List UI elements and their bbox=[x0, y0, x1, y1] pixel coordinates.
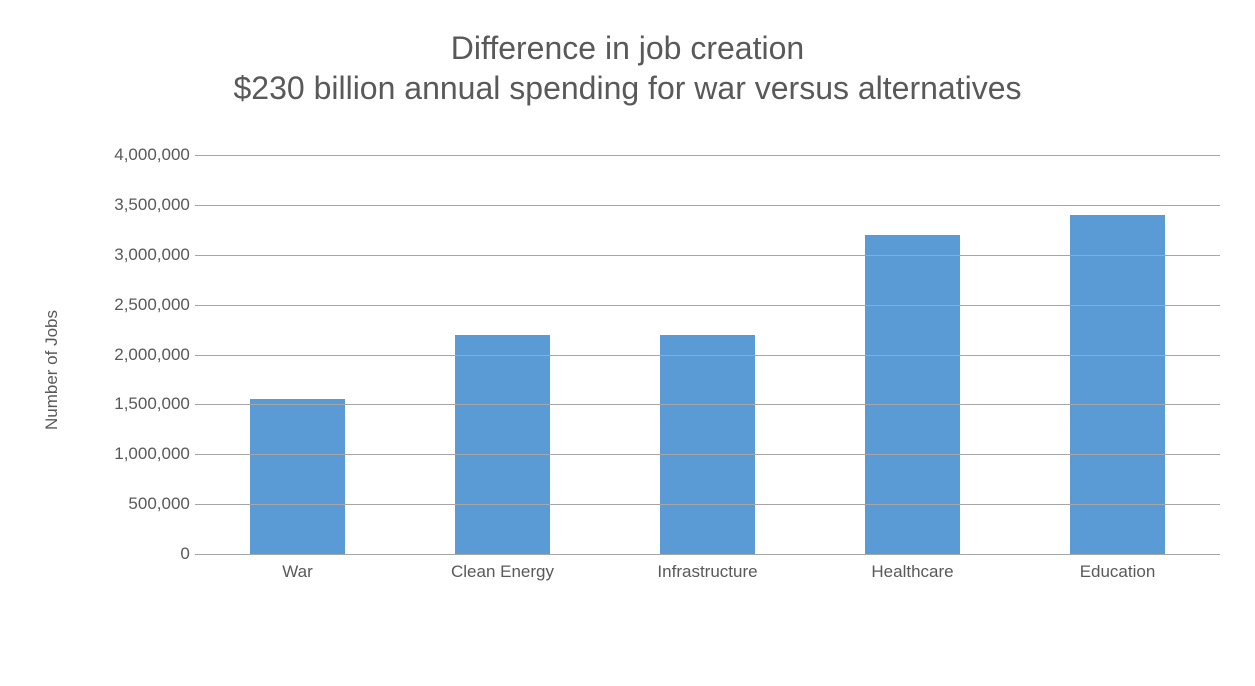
y-tick-label: 4,000,000 bbox=[114, 145, 190, 165]
x-label: Education bbox=[1080, 562, 1156, 582]
chart-title-line2: $230 billion annual spending for war ver… bbox=[0, 68, 1255, 108]
x-label: Healthcare bbox=[871, 562, 953, 582]
x-label: Infrastructure bbox=[657, 562, 757, 582]
job-creation-chart: Difference in job creation $230 billion … bbox=[0, 0, 1255, 686]
bar-clean-energy bbox=[455, 335, 549, 554]
x-label: Clean Energy bbox=[451, 562, 554, 582]
y-tick-label: 1,000,000 bbox=[114, 444, 190, 464]
y-tick-label: 3,000,000 bbox=[114, 245, 190, 265]
grid-line bbox=[195, 155, 1220, 156]
bar-education bbox=[1070, 215, 1164, 554]
chart-title-line1: Difference in job creation bbox=[0, 28, 1255, 68]
grid-line bbox=[195, 355, 1220, 356]
x-label: War bbox=[282, 562, 313, 582]
plot-area: 0500,0001,000,0001,500,0002,000,0002,500… bbox=[195, 155, 1220, 555]
grid-line bbox=[195, 454, 1220, 455]
y-tick-label: 1,500,000 bbox=[114, 394, 190, 414]
y-tick-label: 500,000 bbox=[128, 494, 189, 514]
bar-infrastructure bbox=[660, 335, 754, 554]
y-tick-label: 2,500,000 bbox=[114, 295, 190, 315]
grid-line bbox=[195, 404, 1220, 405]
y-tick-label: 0 bbox=[180, 544, 189, 564]
chart-title: Difference in job creation $230 billion … bbox=[0, 0, 1255, 108]
grid-line bbox=[195, 205, 1220, 206]
bar-war bbox=[250, 399, 344, 554]
plot-region: 0500,0001,000,0001,500,0002,000,0002,500… bbox=[120, 155, 1220, 585]
y-tick-label: 2,000,000 bbox=[114, 345, 190, 365]
grid-line bbox=[195, 305, 1220, 306]
y-axis-title: Number of Jobs bbox=[42, 310, 62, 430]
grid-line bbox=[195, 504, 1220, 505]
grid-line bbox=[195, 255, 1220, 256]
y-tick-label: 3,500,000 bbox=[114, 195, 190, 215]
bar-healthcare bbox=[865, 235, 959, 554]
